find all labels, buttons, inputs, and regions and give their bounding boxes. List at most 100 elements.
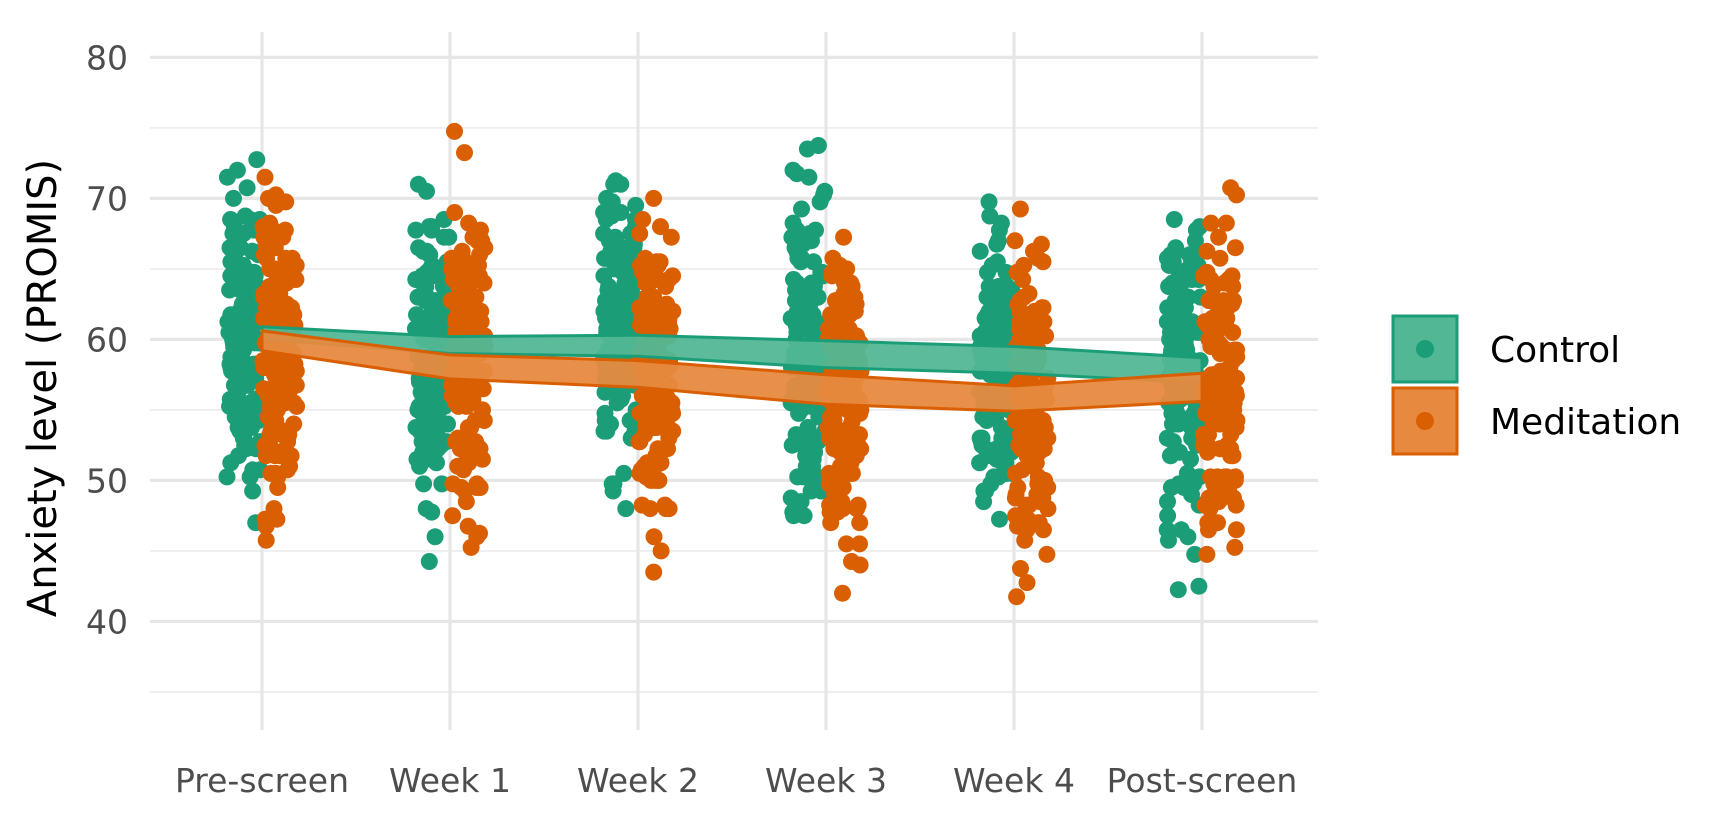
point [1198, 545, 1216, 563]
point [1168, 274, 1186, 292]
point [1198, 242, 1216, 260]
point [1030, 436, 1048, 454]
point [651, 412, 669, 429]
point [427, 316, 445, 334]
y-tick-label-4: 80 [86, 38, 128, 77]
point [1031, 493, 1049, 511]
point [222, 309, 240, 327]
point [269, 468, 287, 486]
point [645, 528, 663, 546]
x-tick-label-5: Post-screen [1107, 761, 1298, 800]
point [1036, 419, 1054, 436]
point [617, 500, 635, 518]
point [1175, 479, 1193, 496]
point [1211, 249, 1229, 267]
point [974, 408, 992, 426]
point [784, 161, 802, 179]
point [662, 228, 680, 246]
point [599, 281, 617, 299]
point [645, 563, 663, 581]
point [430, 419, 447, 436]
y-tick-label-0: 40 [86, 602, 128, 641]
point [231, 225, 249, 243]
point [1208, 295, 1226, 313]
legend-item-meditation: Meditation [1391, 386, 1681, 456]
point [1009, 479, 1027, 496]
point [612, 204, 630, 221]
legend: Control Meditation [1391, 314, 1681, 456]
point [1162, 479, 1180, 496]
point [449, 397, 467, 415]
point [980, 193, 998, 211]
point [838, 323, 856, 341]
point [222, 211, 240, 228]
point [412, 383, 430, 401]
point [799, 419, 817, 436]
point [408, 306, 425, 324]
point [218, 468, 236, 486]
point [825, 422, 843, 440]
point [428, 267, 446, 285]
point [782, 309, 800, 327]
point [627, 196, 645, 214]
point [471, 440, 489, 458]
point [792, 253, 810, 271]
point [1186, 545, 1204, 563]
point [1200, 330, 1218, 348]
point [618, 274, 636, 292]
point [443, 249, 461, 267]
point [435, 228, 453, 246]
point [256, 168, 274, 186]
point [645, 189, 663, 207]
point [1035, 313, 1053, 331]
point [417, 292, 435, 310]
point [839, 285, 857, 303]
point [971, 242, 989, 260]
point [232, 274, 249, 292]
point [1012, 560, 1029, 577]
ribbons [260, 325, 1204, 413]
point [256, 309, 274, 327]
point [1218, 309, 1236, 327]
point [261, 214, 279, 232]
point [462, 419, 480, 436]
point [835, 228, 853, 246]
point [837, 535, 855, 553]
point [1210, 228, 1228, 246]
x-tick-label-4: Week 4 [953, 761, 1075, 800]
point [823, 267, 841, 285]
point [456, 482, 474, 500]
point [266, 239, 284, 257]
point [661, 320, 679, 338]
point [597, 422, 615, 440]
point [471, 479, 489, 496]
point [631, 225, 649, 243]
point [229, 330, 247, 348]
point [424, 404, 441, 422]
point [981, 207, 999, 225]
y-tick-label-1: 50 [86, 461, 128, 500]
point [1204, 415, 1222, 433]
point [1011, 316, 1029, 334]
point [834, 584, 851, 602]
point [287, 376, 305, 394]
point [1194, 267, 1212, 285]
point [631, 433, 648, 451]
point [803, 447, 821, 465]
point [1038, 545, 1056, 563]
legend-item-control: Control [1391, 314, 1620, 384]
point [1008, 263, 1026, 281]
point [1158, 521, 1176, 539]
point [1211, 440, 1229, 458]
point [1208, 390, 1226, 408]
point [652, 542, 670, 560]
point [1006, 232, 1024, 250]
point [976, 309, 994, 327]
legend-key-point [1416, 412, 1434, 430]
point [992, 288, 1010, 306]
point [1220, 271, 1238, 288]
point [1217, 214, 1235, 232]
point [1203, 493, 1221, 511]
point [608, 394, 626, 412]
point [444, 507, 462, 525]
